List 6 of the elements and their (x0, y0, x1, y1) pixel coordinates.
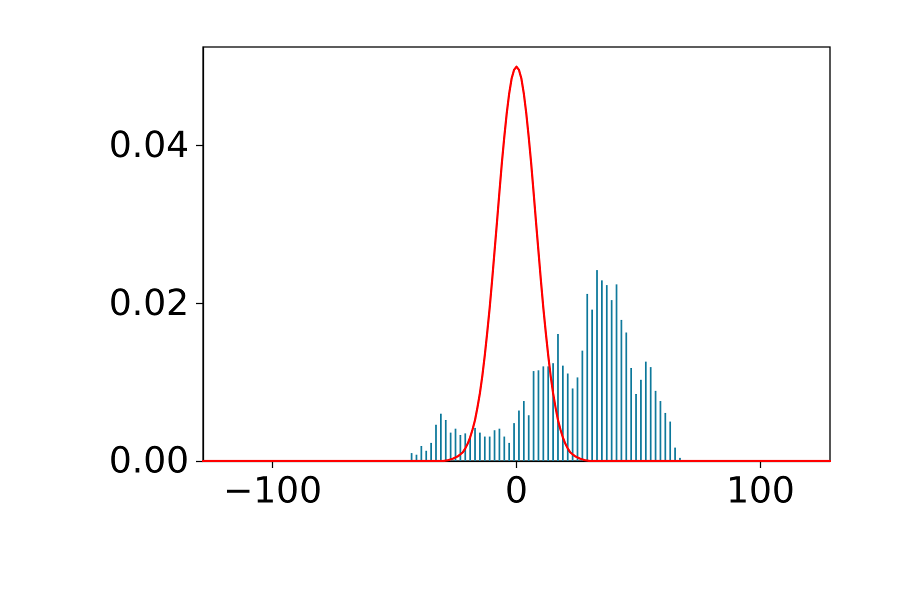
y-tick-label: 0.02 (108, 282, 189, 324)
x-tick-label: 100 (726, 470, 795, 512)
x-tick-label: 0 (505, 470, 528, 512)
y-tick-label: 0.00 (108, 440, 189, 482)
y-tick-label: 0.04 (108, 125, 189, 166)
x-tick-label: −100 (223, 470, 322, 512)
